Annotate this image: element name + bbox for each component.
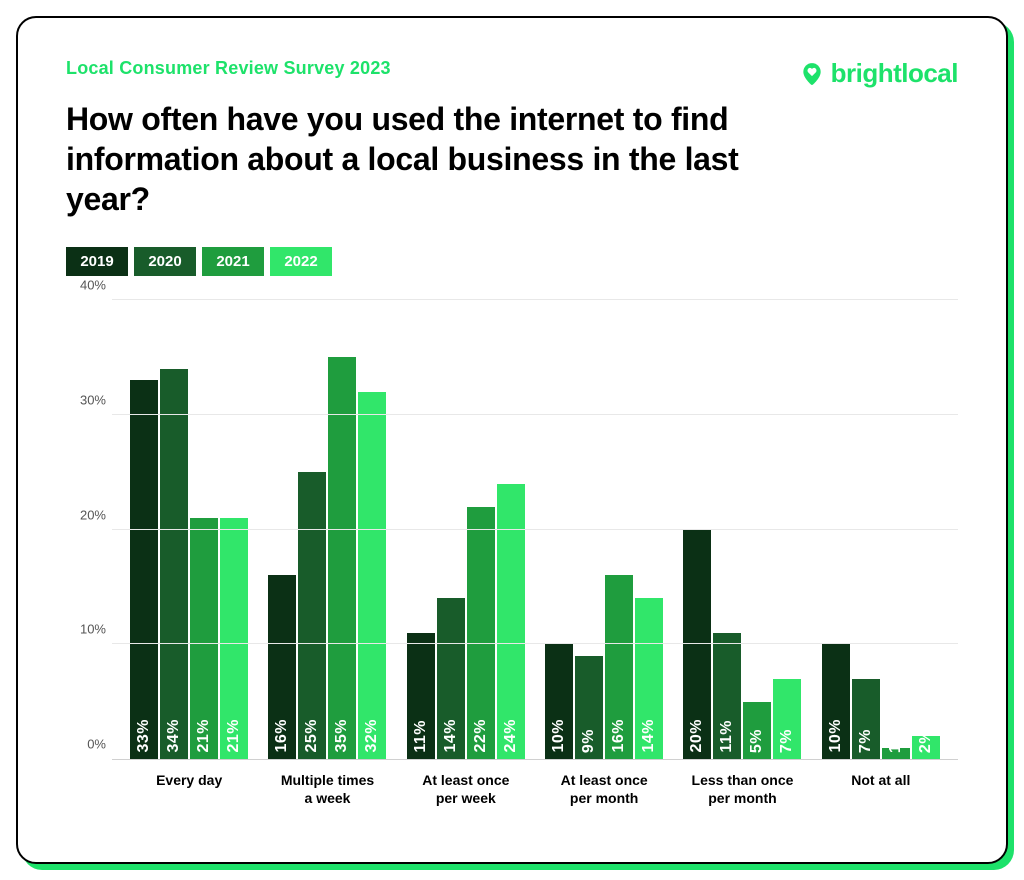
chart: 33% 34% 21% 21% 16% 25% 35% 32% 11% 14% 22% 24% 10% 9…	[66, 300, 958, 820]
bar: 32%	[358, 392, 386, 759]
bar: 34%	[160, 369, 188, 759]
bar: 16%	[605, 575, 633, 759]
bar-value-label: 10%	[827, 719, 845, 753]
bar: 21%	[190, 518, 218, 759]
legend: 2019202020212022	[66, 247, 958, 276]
bar: 22%	[467, 507, 495, 759]
bar: 20%	[683, 530, 711, 760]
bar-group: 10% 9% 16% 14%	[535, 300, 673, 759]
bar: 24%	[497, 484, 525, 759]
bar: 1%	[882, 748, 910, 759]
x-axis-label: Every day	[120, 772, 258, 807]
bar: 10%	[822, 644, 850, 759]
bar-value-label: 35%	[333, 719, 351, 753]
bar-groups: 33% 34% 21% 21% 16% 25% 35% 32% 11% 14% 22% 24% 10% 9…	[112, 300, 958, 759]
x-axis-labels: Every dayMultiple timesa weekAt least on…	[112, 772, 958, 807]
y-tick-label: 40%	[66, 278, 106, 293]
x-axis-label: Multiple timesa week	[258, 772, 396, 807]
y-tick-label: 0%	[66, 737, 106, 752]
bar-group: 16% 25% 35% 32%	[258, 300, 396, 759]
bar-group: 33% 34% 21% 21%	[120, 300, 258, 759]
bar: 10%	[545, 644, 573, 759]
bar-value-label: 14%	[442, 719, 460, 753]
x-axis-label: Less than onceper month	[673, 772, 811, 807]
legend-item-2020: 2020	[134, 247, 196, 276]
bar-value-label: 25%	[303, 719, 321, 753]
bar-value-label: 22%	[472, 719, 490, 753]
bar: 5%	[743, 702, 771, 759]
bar-value-label: 10%	[550, 719, 568, 753]
legend-item-2019: 2019	[66, 247, 128, 276]
y-tick-label: 30%	[66, 392, 106, 407]
header: Local Consumer Review Survey 2023 bright…	[66, 58, 958, 89]
bar: 21%	[220, 518, 248, 759]
bar-value-label: 16%	[610, 719, 628, 753]
bar-value-label: 24%	[502, 719, 520, 753]
gridline	[112, 529, 958, 530]
bar: 14%	[635, 598, 663, 759]
bar-value-label: 33%	[135, 719, 153, 753]
bar: 11%	[407, 633, 435, 759]
bar: 9%	[575, 656, 603, 759]
legend-item-2021: 2021	[202, 247, 264, 276]
gridline	[112, 414, 958, 415]
bar-value-label: 20%	[688, 719, 706, 753]
pin-heart-icon	[799, 61, 825, 87]
gridline	[112, 643, 958, 644]
bar-value-label: 32%	[363, 719, 381, 753]
bar-group: 20% 11% 5% 7%	[673, 300, 811, 759]
plot-area: 33% 34% 21% 21% 16% 25% 35% 32% 11% 14% 22% 24% 10% 9…	[112, 300, 958, 760]
bar: 33%	[130, 380, 158, 759]
chart-title: How often have you used the internet to …	[66, 99, 826, 219]
bar-value-label: 7%	[857, 729, 875, 753]
y-tick-label: 10%	[66, 622, 106, 637]
legend-item-2022: 2022	[270, 247, 332, 276]
bar-group: 11% 14% 22% 24%	[397, 300, 535, 759]
bar: 14%	[437, 598, 465, 759]
bar: 16%	[268, 575, 296, 759]
bar-value-label: 9%	[580, 729, 598, 753]
bar-value-label: 16%	[273, 719, 291, 753]
bar-group: 10%7%1%2%	[812, 300, 950, 759]
x-axis-label: At least onceper month	[535, 772, 673, 807]
bar: 25%	[298, 472, 326, 759]
bar-value-label: 7%	[778, 729, 796, 753]
gridline	[112, 299, 958, 300]
bar-value-label: 11%	[412, 720, 430, 753]
bar-value-label: 1%	[887, 729, 905, 753]
bar: 11%	[713, 633, 741, 759]
bar: 35%	[328, 357, 356, 759]
bar: 7%	[852, 679, 880, 759]
x-axis-label: Not at all	[812, 772, 950, 807]
bar-value-label: 2%	[917, 729, 935, 753]
bar-value-label: 14%	[640, 719, 658, 753]
bar-value-label: 34%	[165, 719, 183, 753]
brand-text: brightlocal	[831, 58, 958, 89]
bar: 2%	[912, 736, 940, 759]
y-tick-label: 20%	[66, 507, 106, 522]
survey-subtitle: Local Consumer Review Survey 2023	[66, 58, 391, 79]
bar-value-label: 21%	[195, 719, 213, 753]
brand-logo: brightlocal	[799, 58, 958, 89]
x-axis-label: At least onceper week	[397, 772, 535, 807]
bar-value-label: 5%	[748, 729, 766, 753]
bar-value-label: 21%	[225, 719, 243, 753]
chart-card: Local Consumer Review Survey 2023 bright…	[16, 16, 1008, 864]
bar-value-label: 11%	[718, 720, 736, 753]
bar: 7%	[773, 679, 801, 759]
